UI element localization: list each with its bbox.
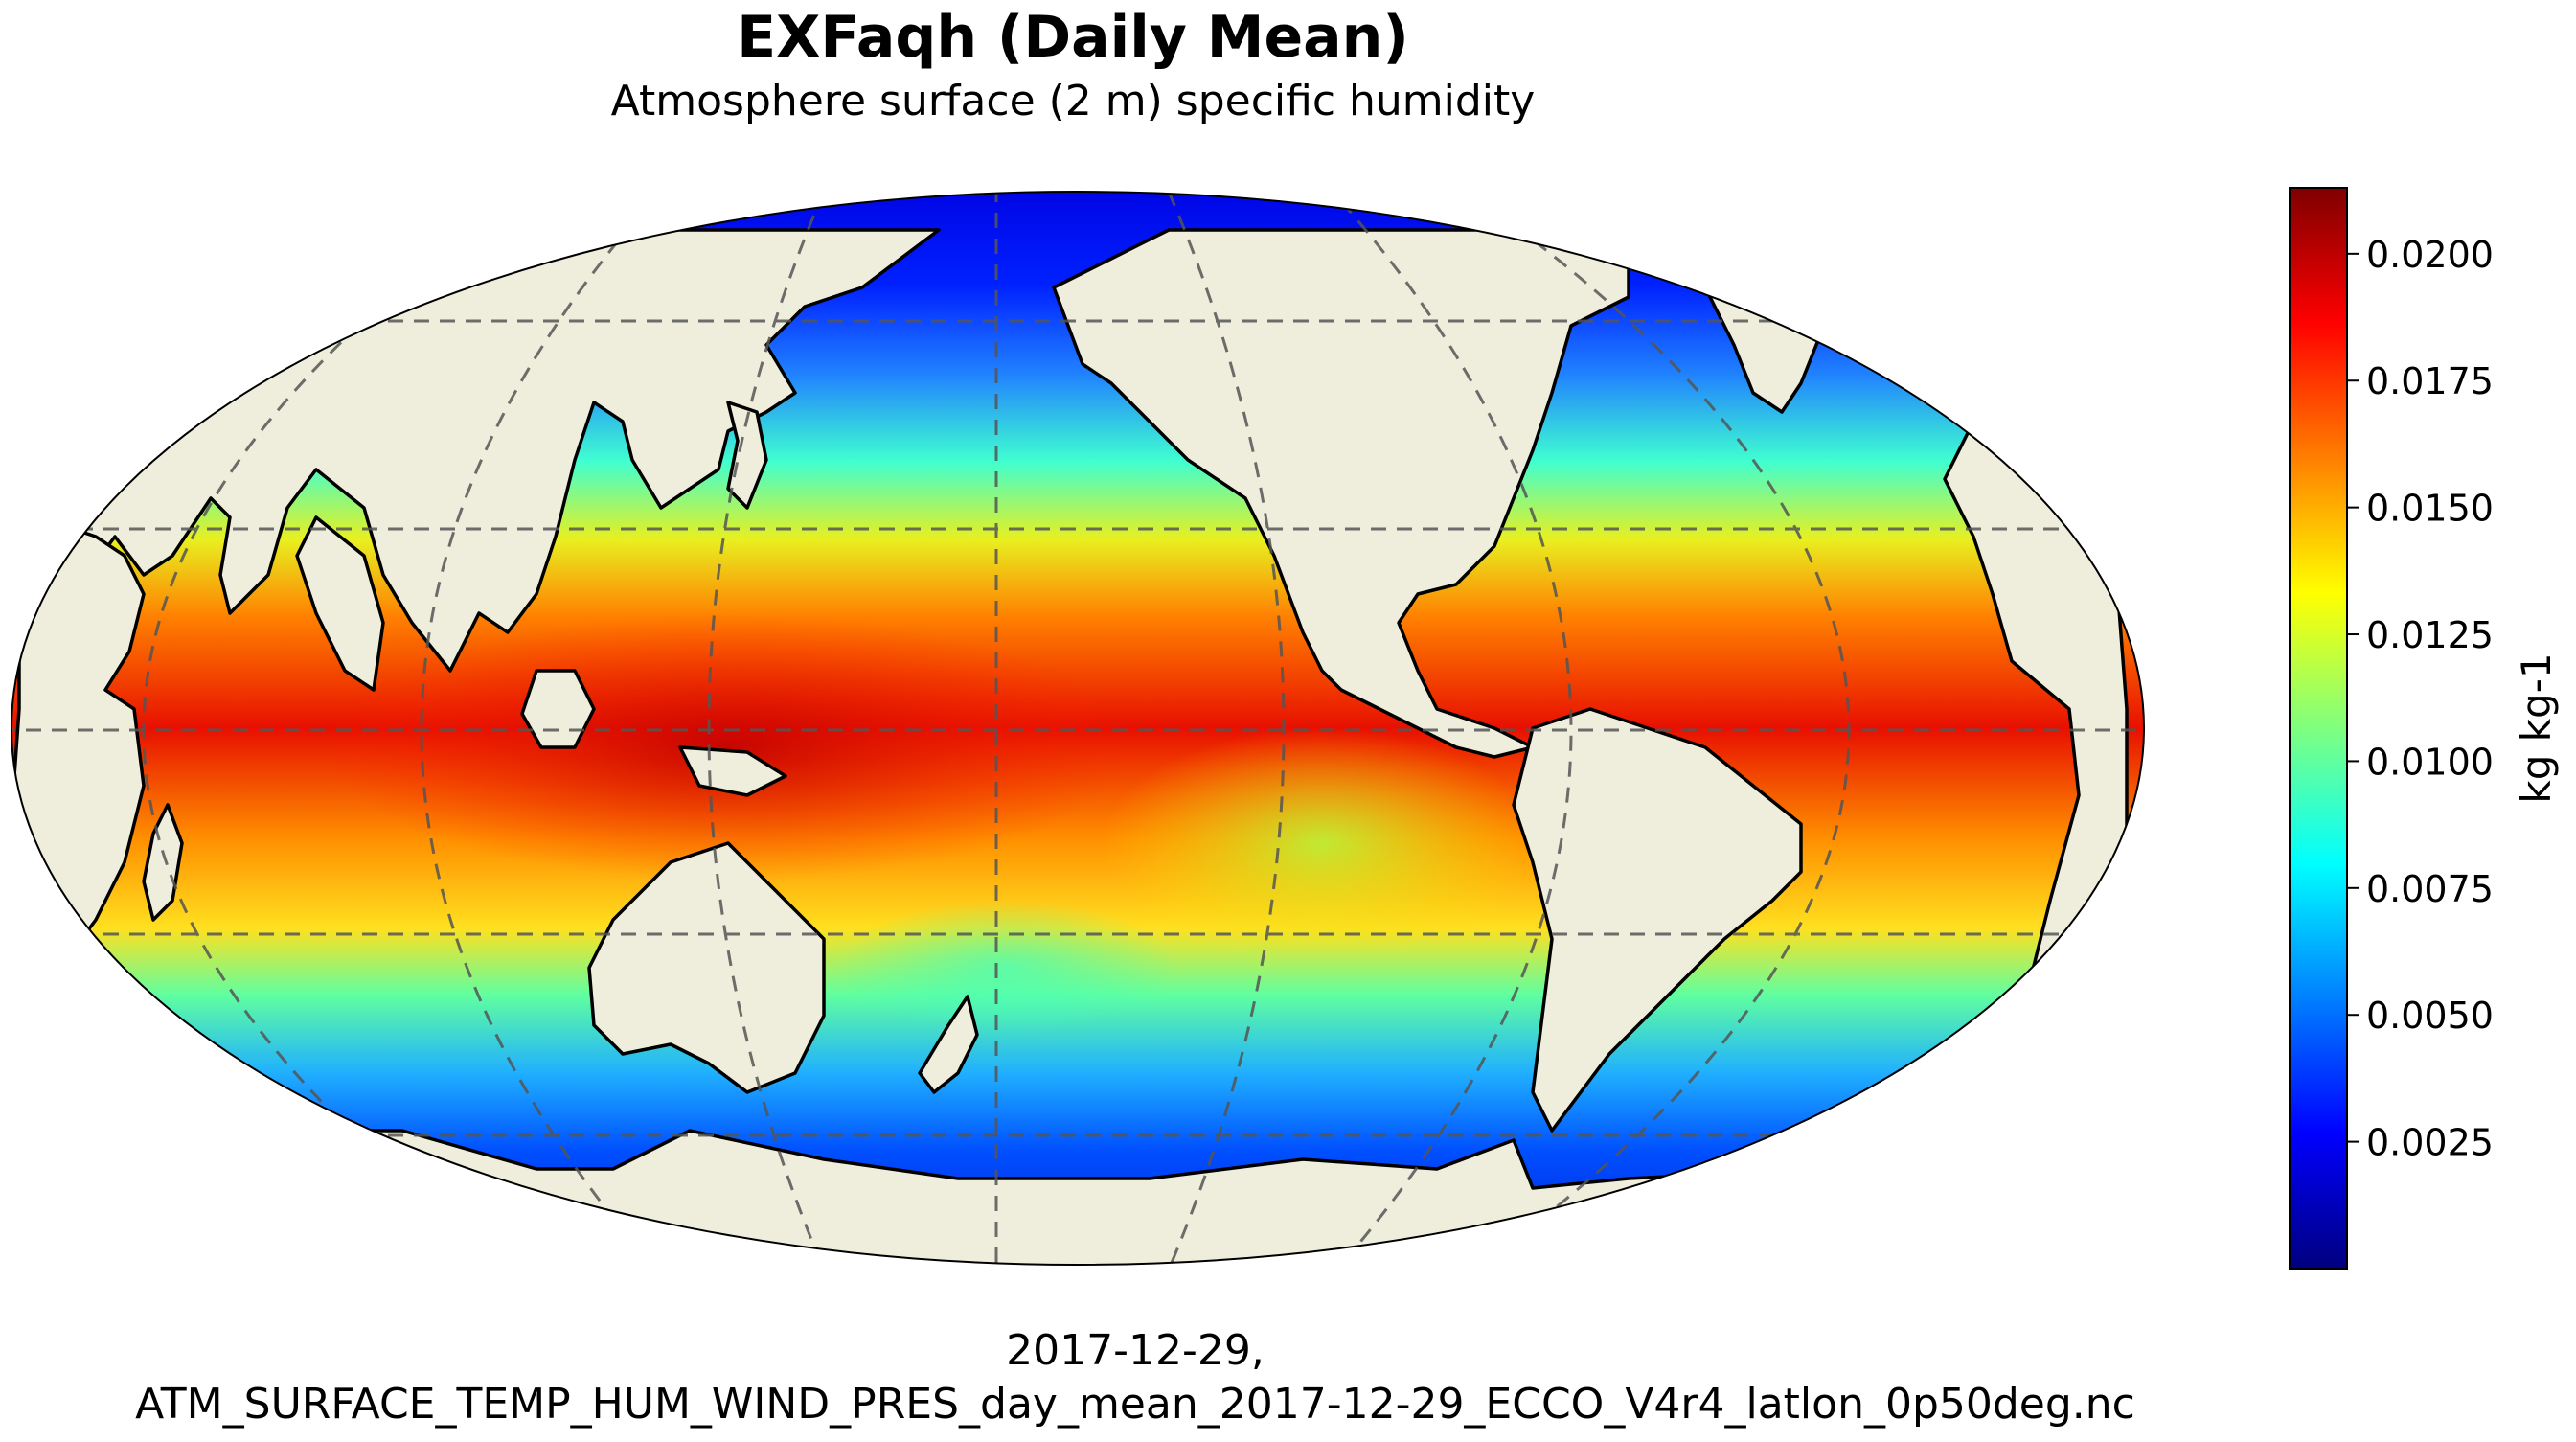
map-subtitle: Atmosphere surface (2 m) specific humidi… xyxy=(610,77,1536,126)
land-south-america xyxy=(1512,707,1803,1133)
colorbar-tick-label: 0.0075 xyxy=(2366,868,2494,910)
map-title: EXFaqh (Daily Mean) xyxy=(737,4,1409,71)
globe-outline xyxy=(11,191,2145,1266)
colorbar-gradient xyxy=(2289,187,2348,1270)
land-madagascar xyxy=(142,803,184,922)
land-india xyxy=(295,515,385,692)
gridline-meridian-east-3 xyxy=(1513,223,1851,1243)
land-north-america xyxy=(1052,228,1630,759)
gridline-meridian-east-2 xyxy=(1339,200,1573,1265)
gridline-meridian-west-3 xyxy=(142,223,480,1243)
colorbar-tick-label: 0.0150 xyxy=(2366,488,2494,530)
gridline-meridian-west-2 xyxy=(420,200,653,1265)
land-australia xyxy=(587,841,826,1094)
land-new-zealand xyxy=(918,995,979,1094)
colorbar-tick-label: 0.0100 xyxy=(2366,741,2494,783)
colorbar-tick-label: 0.0050 xyxy=(2366,995,2494,1037)
gridline-meridian-east-1 xyxy=(1167,192,1286,1265)
footer-filename: ATM_SURFACE_TEMP_HUM_WIND_PRES_day_mean_… xyxy=(135,1380,2135,1429)
land-new-guinea xyxy=(678,745,787,797)
colorbar-ticks: 0.0200 0.0175 0.0150 0.0125 0.0100 0.0075 0.00… xyxy=(2347,234,2494,1164)
colorbar-tick-label: 0.0025 xyxy=(2366,1122,2494,1164)
colorbar-tick-label: 0.0200 xyxy=(2366,234,2494,276)
colorbar-tick-label: 0.0125 xyxy=(2366,614,2494,656)
humidity-map xyxy=(11,191,2145,1266)
land-borneo xyxy=(520,669,596,749)
colorbar: 0.0200 0.0175 0.0150 0.0125 0.0100 0.0075 0.00… xyxy=(2289,187,2560,1270)
globe-body xyxy=(11,192,2144,1265)
land-japan xyxy=(726,401,768,510)
footer-date: 2017-12-29, xyxy=(1006,1326,1265,1375)
east-pacific-region xyxy=(1102,728,1542,958)
colorbar-tick-label: 0.0175 xyxy=(2366,360,2494,402)
warm-pool-region xyxy=(326,613,1130,881)
colorbar-label: kg kg-1 xyxy=(2513,652,2560,803)
gridline-meridian-west-1 xyxy=(707,192,826,1265)
south-pacific-region xyxy=(833,901,1178,1035)
